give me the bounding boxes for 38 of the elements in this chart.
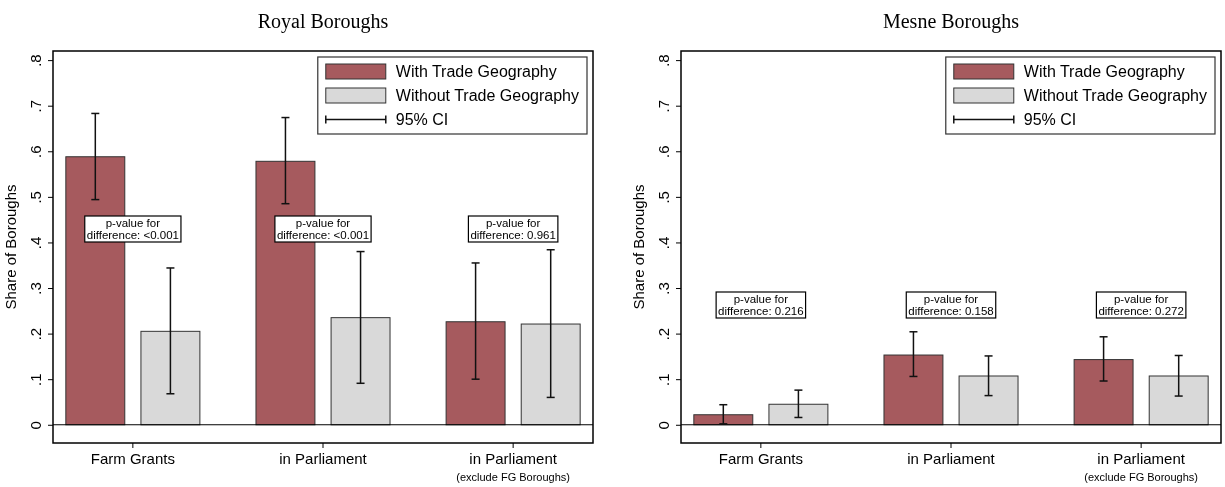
y-tick-label: .4 bbox=[655, 236, 672, 250]
y-tick-label: .1 bbox=[27, 373, 44, 386]
y-axis-title: Share of Boroughs bbox=[630, 184, 647, 310]
y-tick-label: .1 bbox=[655, 373, 672, 386]
annotation: p-value for difference: <0.001 bbox=[276, 217, 370, 241]
annotation: p-value for difference: 0.272 bbox=[1098, 293, 1184, 317]
y-tick-label: .8 bbox=[655, 54, 672, 67]
annotation: p-value for difference: 0.216 bbox=[718, 293, 804, 317]
y-axis-title: Share of Boroughs bbox=[2, 184, 19, 310]
y-tick-label: 0 bbox=[27, 421, 44, 430]
y-tick-label: .8 bbox=[27, 54, 44, 67]
y-tick-label: .7 bbox=[27, 99, 44, 113]
annotation: p-value for difference: 0.158 bbox=[908, 293, 994, 317]
annotation: 95% CI bbox=[1023, 111, 1077, 128]
y-tick-label: .2 bbox=[27, 327, 44, 341]
y-tick-label: 0 bbox=[655, 421, 672, 430]
annotation: 95% CI bbox=[395, 111, 449, 128]
y-tick-label: .5 bbox=[655, 191, 672, 204]
chart-title: Royal Boroughs bbox=[257, 10, 389, 33]
y-tick-label: .3 bbox=[27, 282, 44, 295]
legend-label: Without Trade Geography bbox=[1023, 87, 1207, 104]
y-tick-label: .3 bbox=[655, 282, 672, 295]
y-tick-label: .6 bbox=[655, 145, 672, 159]
annotation: p-value for difference: 0.961 bbox=[470, 217, 556, 241]
chart-title: Mesne Boroughs bbox=[882, 10, 1020, 33]
x-tick-label: in Parliament bbox=[279, 450, 368, 467]
legend-label: Without Trade Geography bbox=[395, 87, 579, 104]
y-tick-label: .7 bbox=[655, 99, 672, 113]
y-tick-label: .5 bbox=[27, 191, 44, 204]
x-tick-label: Farm Grants bbox=[90, 450, 175, 467]
legend-label: With Trade Geography bbox=[1023, 63, 1185, 80]
legend-label: With Trade Geography bbox=[395, 63, 557, 80]
x-tick-label: Farm Grants bbox=[718, 450, 803, 467]
x-tick-label: in Parliament bbox=[907, 450, 996, 467]
y-tick-label: .6 bbox=[27, 145, 44, 159]
annotation: p-value for difference: <0.001 bbox=[86, 217, 179, 241]
y-tick-label: .2 bbox=[655, 327, 672, 341]
y-tick-label: .4 bbox=[27, 236, 44, 250]
